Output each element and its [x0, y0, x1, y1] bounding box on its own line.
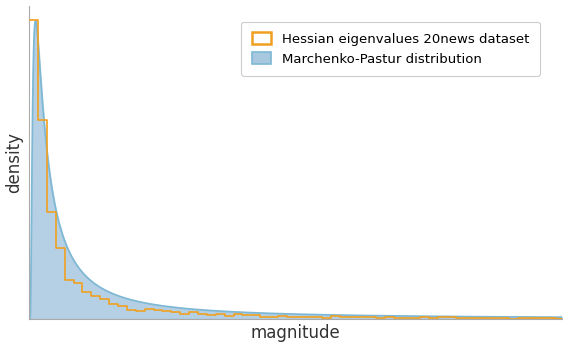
Legend: Hessian eigenvalues 20news dataset, Marchenko-Pastur distribution: Hessian eigenvalues 20news dataset, Marc…	[241, 22, 540, 76]
Y-axis label: density: density	[6, 132, 23, 193]
X-axis label: magnitude: magnitude	[251, 324, 341, 342]
